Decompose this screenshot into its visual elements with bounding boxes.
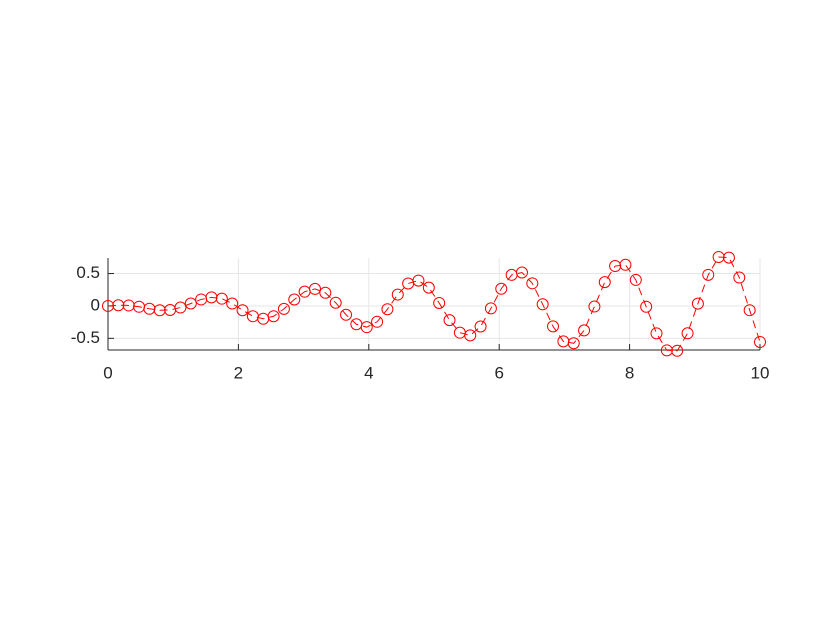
marker <box>102 299 114 312</box>
marker <box>722 251 735 264</box>
marker <box>598 276 611 289</box>
marker <box>391 288 404 301</box>
marker <box>691 297 704 310</box>
marker <box>681 327 694 340</box>
marker <box>277 302 290 315</box>
marker <box>433 296 446 309</box>
x-tick-label: 0 <box>103 363 112 382</box>
marker <box>609 260 622 273</box>
marker <box>733 271 746 284</box>
x-tick-label: 2 <box>234 363 243 382</box>
marker <box>474 320 487 333</box>
marker <box>754 335 766 348</box>
marker <box>567 337 580 350</box>
marker <box>484 302 497 315</box>
marker <box>319 286 332 299</box>
marker <box>526 277 539 290</box>
marker <box>464 329 477 342</box>
y-tick-label: -0.5 <box>71 328 100 347</box>
marker <box>588 300 601 313</box>
marker <box>640 300 653 313</box>
marker <box>226 297 239 310</box>
marker <box>412 274 425 287</box>
marker <box>536 298 549 311</box>
marker <box>422 281 435 294</box>
marker <box>712 251 725 264</box>
marker <box>547 320 560 333</box>
marker <box>629 273 642 286</box>
marker <box>371 315 384 328</box>
marker <box>702 268 715 281</box>
marker <box>267 310 280 323</box>
marker <box>112 299 125 312</box>
y-tick-label: 0.5 <box>76 263 100 282</box>
marker <box>381 303 394 316</box>
marker <box>184 297 197 310</box>
marker <box>443 314 456 327</box>
marker <box>515 266 528 279</box>
marker <box>650 327 663 340</box>
x-tick-label: 6 <box>494 363 503 382</box>
marker <box>360 321 373 334</box>
y-tick-label: 0 <box>91 295 100 314</box>
marker <box>308 282 321 295</box>
marker <box>671 344 684 357</box>
marker <box>329 296 342 309</box>
marker <box>578 324 591 337</box>
marker <box>215 292 228 305</box>
marker <box>340 308 353 321</box>
marker <box>495 282 508 295</box>
x-tick-label: 4 <box>364 363 373 382</box>
marker <box>174 301 187 314</box>
marker <box>619 258 632 271</box>
marker <box>153 304 166 317</box>
x-tick-label: 10 <box>751 363 770 382</box>
marker <box>743 304 756 317</box>
x-tick-label: 8 <box>625 363 634 382</box>
marker <box>236 304 249 317</box>
marker <box>660 344 673 357</box>
marker <box>288 293 301 306</box>
